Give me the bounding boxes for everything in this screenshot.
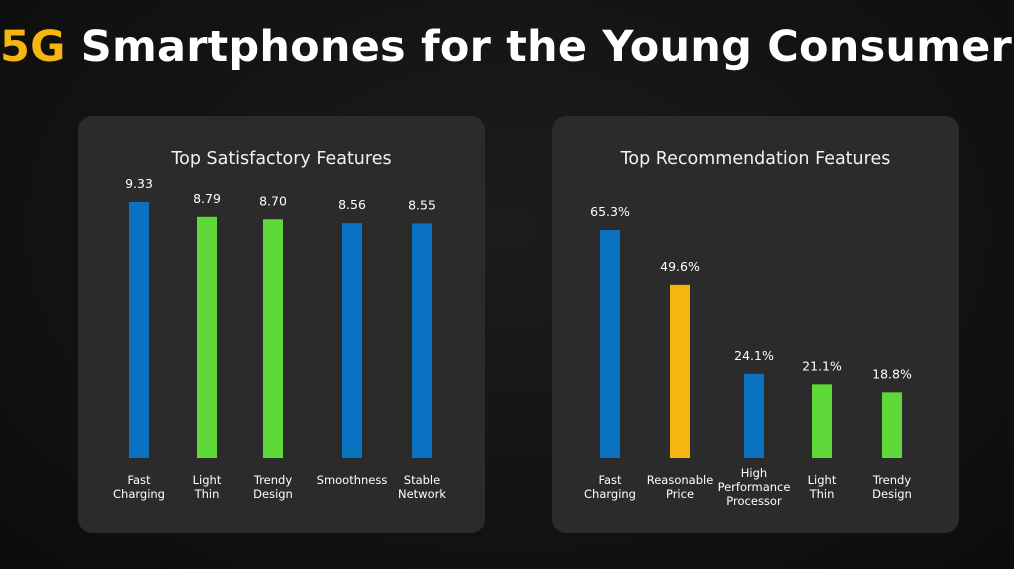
- chart-title: Top Recommendation Features: [620, 149, 891, 169]
- category-label: Design: [872, 487, 912, 501]
- category-label: Light: [808, 473, 837, 487]
- satisfactory-features-panel: Top Satisfactory Features 9.33 Fast Chargi…: [78, 116, 485, 533]
- category-label: High: [741, 466, 767, 480]
- data-label: 65.3%: [590, 204, 630, 219]
- category-label: Charging: [584, 487, 636, 501]
- category-label: Fast: [127, 473, 151, 487]
- bar: [129, 202, 149, 458]
- bar: [882, 392, 902, 458]
- bar: [812, 384, 832, 458]
- bar: [600, 230, 620, 458]
- bar: [670, 284, 690, 458]
- data-label: 8.55: [408, 197, 436, 212]
- bar: [342, 223, 362, 458]
- category-label: Reasonable: [647, 473, 714, 487]
- category-label: Processor: [726, 494, 782, 508]
- title-text: Smartphones for the Young Consumers: [80, 22, 1014, 72]
- page-title: 5G Smartphones for the Young Consumers: [0, 22, 1014, 72]
- category-label: Smoothness: [317, 473, 388, 487]
- category-label: Charging: [113, 487, 165, 501]
- category-label: Thin: [194, 487, 220, 501]
- data-label: 8.79: [193, 191, 221, 206]
- category-label: Fast: [598, 473, 622, 487]
- data-label: 21.1%: [802, 358, 842, 373]
- category-label: Trendy: [872, 473, 911, 487]
- data-label: 24.1%: [734, 348, 774, 363]
- bar: [197, 216, 217, 458]
- category-label: Performance: [718, 480, 791, 494]
- data-label: 8.56: [338, 197, 366, 212]
- data-label: 18.8%: [872, 366, 912, 381]
- data-label: 49.6%: [660, 259, 700, 274]
- category-label: Thin: [809, 487, 835, 501]
- bar: [744, 373, 764, 458]
- recommendation-features-panel: Top Recommendation Features 65.3% Fast Cha…: [552, 116, 959, 533]
- category-label: Light: [193, 473, 222, 487]
- category-label: Stable: [404, 473, 440, 487]
- category-label: Design: [253, 487, 293, 501]
- title-accent: 5G: [0, 22, 66, 72]
- bar: [263, 219, 283, 458]
- chart-title: Top Satisfactory Features: [171, 149, 392, 169]
- category-label: Trendy: [253, 473, 292, 487]
- category-label: Network: [398, 487, 446, 501]
- data-label: 9.33: [125, 176, 153, 191]
- category-label: Price: [666, 487, 694, 501]
- bar: [412, 223, 432, 458]
- data-label: 8.70: [259, 193, 287, 208]
